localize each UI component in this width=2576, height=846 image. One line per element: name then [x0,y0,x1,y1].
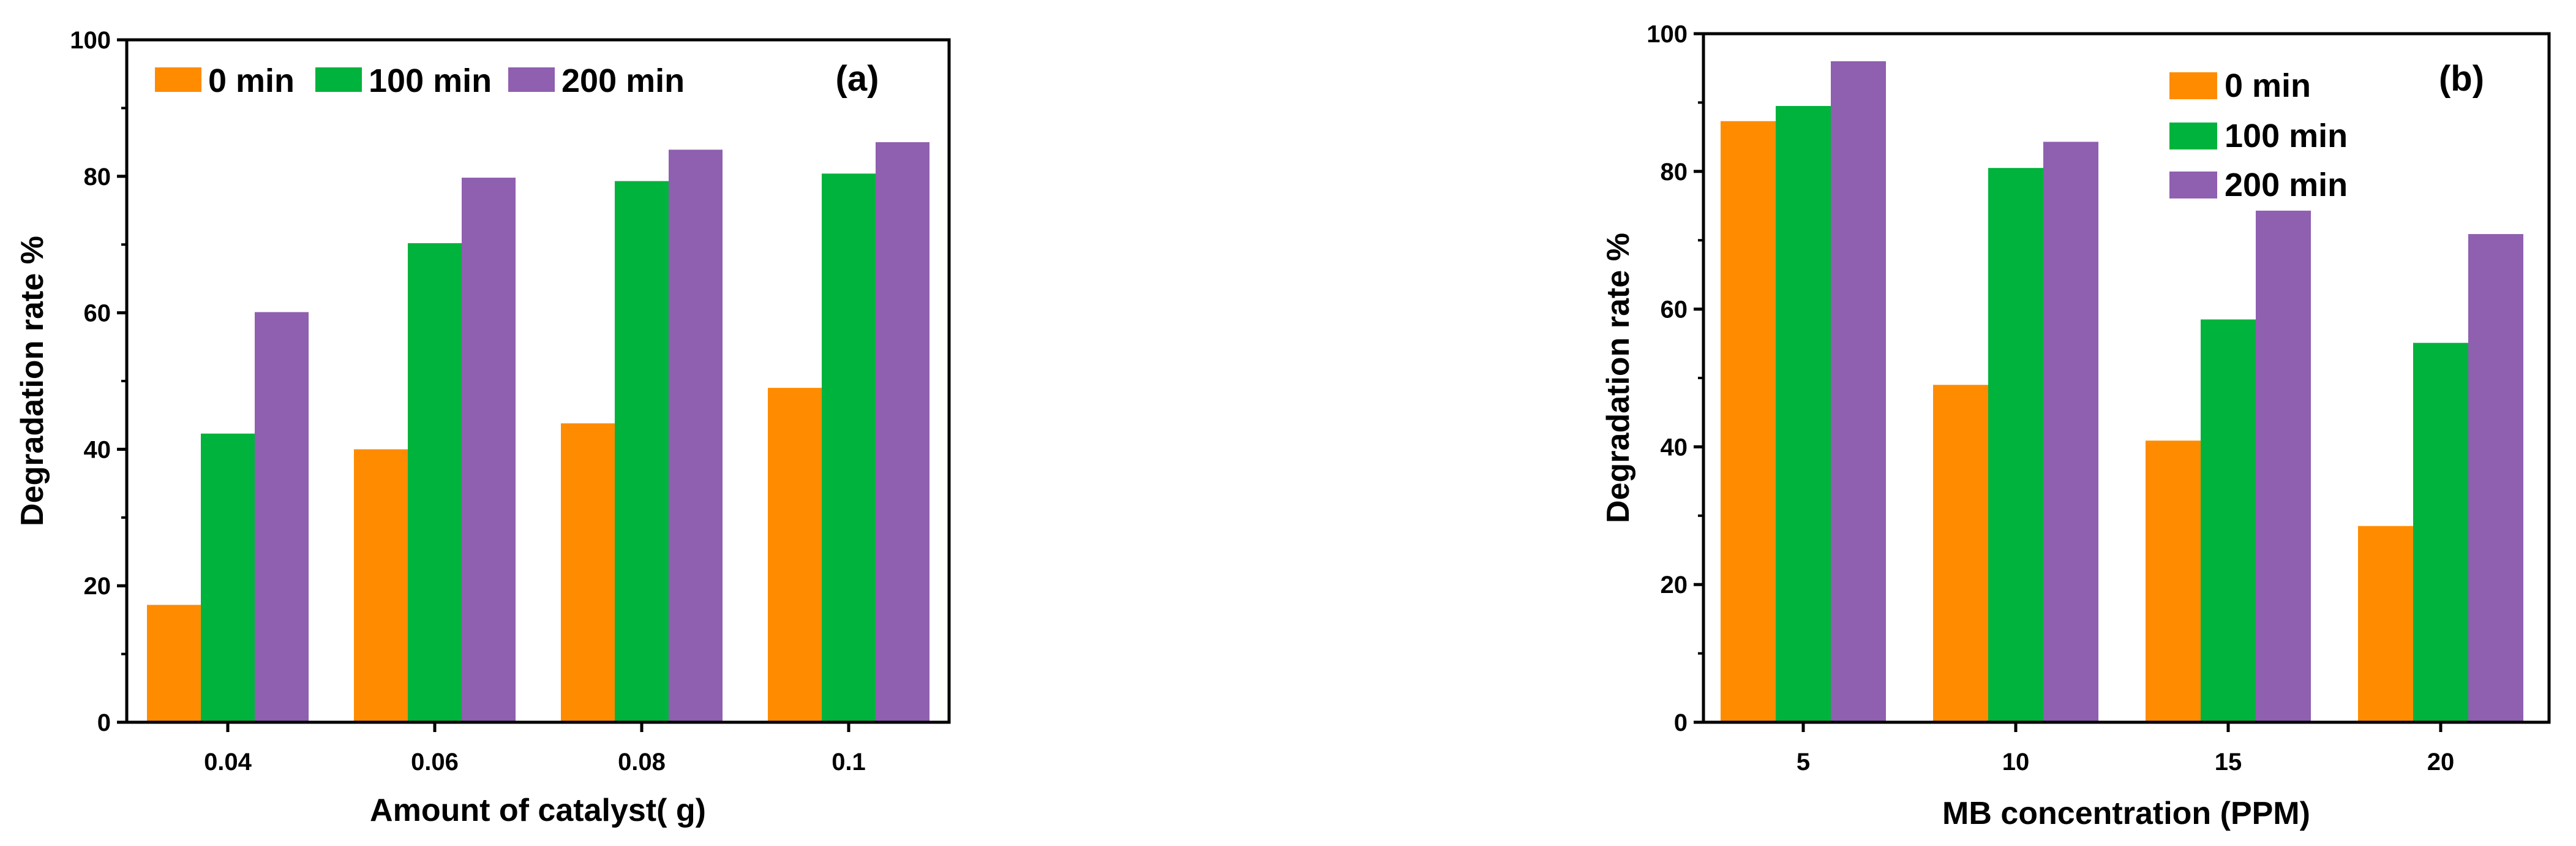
bar-200-min-20 [2468,234,2523,723]
y-tick-label: 40 [1661,434,1688,461]
legend-swatch-0-min [2169,72,2217,99]
y-tick-label: 0 [97,709,111,736]
bar-100-min-0.1 [822,173,876,722]
y-tick-label: 100 [70,27,111,54]
legend-swatch-100-min [315,67,362,92]
y-tick-label: 100 [1647,21,1688,48]
legend-swatch-100-min [2169,123,2217,149]
bar-200-min-15 [2256,210,2311,722]
x-tick-label: 0.06 [411,749,459,776]
bar-100-min-5 [1776,106,1831,722]
bar-200-min-10 [2043,142,2098,722]
legend-label-200-min: 200 min [561,62,685,99]
bar-0-min-0.04 [147,605,201,722]
x-axis-title: MB concentration (PPM) [1942,796,2310,831]
legend-label-100-min: 100 min [369,62,492,99]
x-tick-label: 5 [1797,749,1810,776]
y-axis-title: Degradation rate % [1601,233,1636,523]
x-axis-title: Amount of catalyst( g) [370,793,706,828]
legend: 0 min 100 min 200 min [155,62,685,99]
bar-100-min-0.08 [615,181,669,722]
y-tick-label: 20 [1661,572,1688,599]
bar-0-min-0.1 [768,388,822,722]
bar-0-min-5 [1721,121,1776,723]
legend-label-0-min: 0 min [208,62,295,99]
bar-200-min-0.06 [462,178,516,722]
x-tick-label: 0.04 [204,749,252,776]
bar-200-min-0.08 [669,149,723,722]
legend-swatch-200-min [508,67,555,92]
panel-label: (b) [2439,59,2484,99]
legend-label-0-min: 0 min [2225,67,2311,104]
y-tick-label: 80 [1661,159,1688,186]
panel-label: (a) [836,59,879,99]
x-tick-label: 20 [2427,749,2455,776]
bar-200-min-5 [1831,61,1886,723]
bar-0-min-0.06 [354,449,408,722]
y-tick-label: 80 [84,164,111,191]
y-tick-label: 20 [84,573,111,600]
bar-0-min-20 [2358,526,2413,722]
bar-0-min-15 [2146,440,2201,722]
legend-swatch-0-min [155,67,201,92]
x-tick-label: 10 [2002,749,2030,776]
bar-200-min-0.04 [255,312,309,723]
chart-panel-b: 0 20 40 60 80 100 5 10 15 20 MB concentration (PPM… [1601,21,2551,831]
legend-label-200-min: 200 min [2225,167,2348,203]
bar-100-min-15 [2201,319,2256,722]
legend: 0 min 100 min 200 min [2169,67,2348,203]
bar-0-min-0.08 [561,423,615,722]
x-tick-label: 15 [2215,749,2242,776]
bar-0-min-10 [1933,385,1988,722]
y-tick-label: 60 [1661,296,1688,323]
y-tick-label: 40 [84,436,111,463]
bar-200-min-0.1 [876,142,929,723]
x-tick-label: 0.1 [832,749,866,776]
bar-100-min-0.06 [408,243,462,722]
y-tick-label: 0 [1674,709,1688,736]
x-tick-label: 0.08 [618,749,666,776]
legend-swatch-200-min [2169,172,2217,198]
bar-100-min-10 [1988,168,2043,722]
y-axis-title: Degradation rate % [15,236,50,526]
y-tick-label: 60 [84,300,111,327]
bar-100-min-0.04 [201,433,255,722]
bar-100-min-20 [2413,342,2468,722]
chart-panel-a: 0 20 40 60 80 100 0.04 0.06 0.08 0.1 Amount of cat… [15,27,951,828]
legend-label-100-min: 100 min [2225,118,2348,154]
